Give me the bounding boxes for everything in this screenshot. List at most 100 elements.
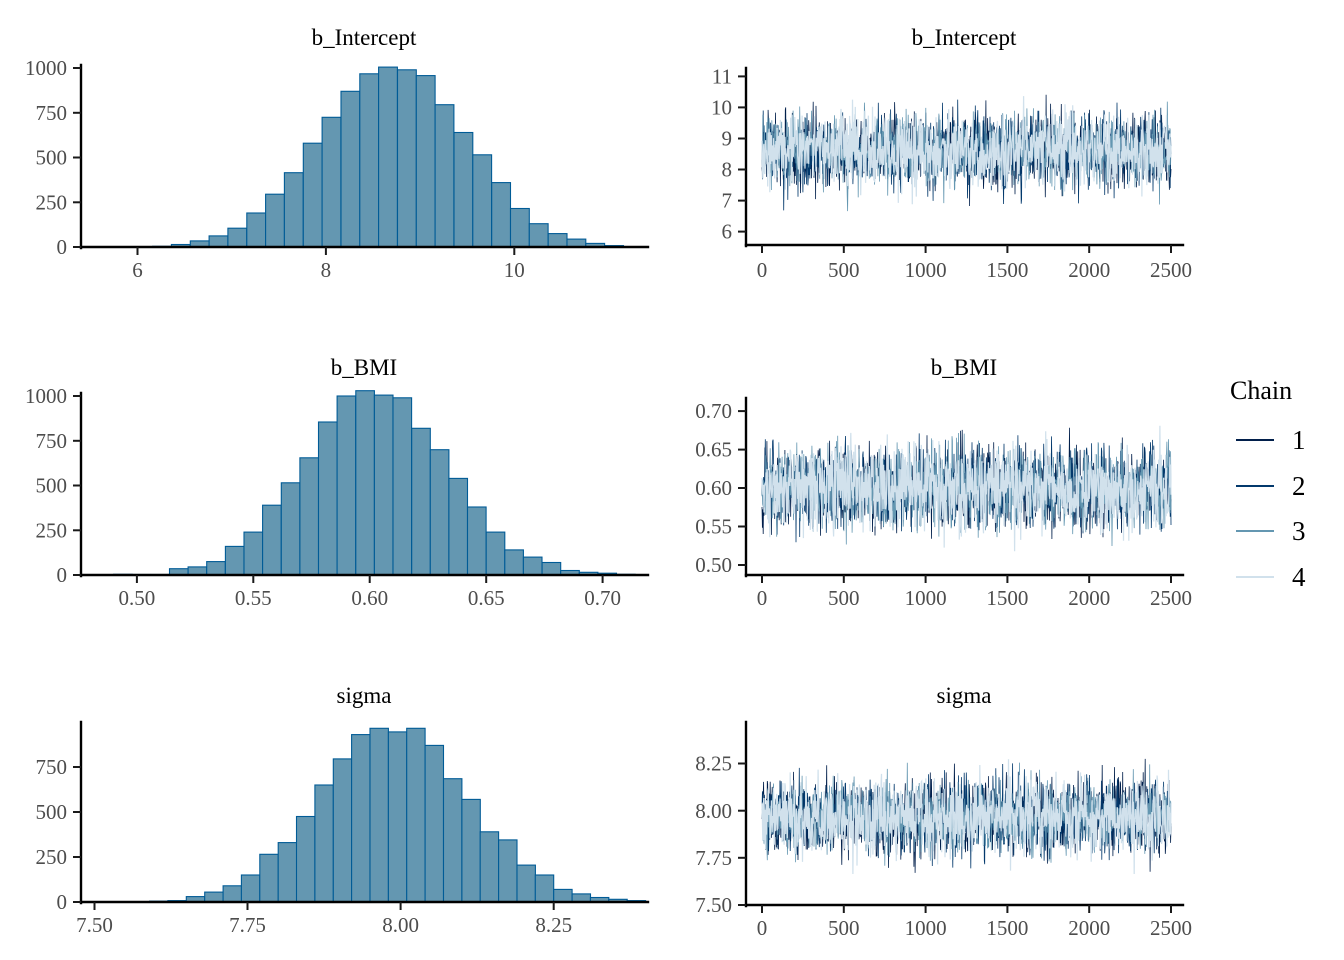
legend-item-chain-4: 4 [1236,562,1306,592]
histogram-bar [442,778,463,903]
histogram-bar [479,831,500,903]
y-tick-label: 1000 [25,384,67,408]
histogram-bar [206,561,226,576]
histogram-bar [317,421,338,576]
x-tick-label: 2500 [1150,586,1192,610]
y-tick-label: 8 [722,158,733,182]
histogram-bar [204,891,224,903]
histogram-bar [509,207,530,248]
histogram-bar [485,531,506,576]
histogram-plot-b-bmi: 0 250 500 750 1000 0.50 0.55 0.60 0.65 0.70 [25,384,650,610]
histogram-bar [295,815,316,903]
x-tick-label: 1000 [905,258,947,282]
x-tick-label: 0.60 [351,586,388,610]
panel-title-trace-sigma: sigma [937,683,992,708]
y-tick-label: 10 [711,96,732,120]
x-tick-label: 10 [504,258,525,282]
histogram-bar [448,477,469,576]
histogram-bar [547,233,568,248]
legend-item-chain-1: 1 [1236,425,1306,455]
trace-plot-b-bmi: 0.50 0.55 0.60 0.65 0.70 0 500 1000 1500 2000 2500 [695,396,1192,610]
x-tick-label: 1500 [986,586,1028,610]
x-tick-label: 0.55 [235,586,272,610]
x-tick-label: 0 [757,258,768,282]
histogram-bar [415,75,436,248]
y-tick-label: 750 [36,429,68,453]
x-tick-label: 2000 [1068,258,1110,282]
y-tick-label: 8.00 [695,799,732,823]
legend-item-chain-2: 2 [1236,471,1306,501]
x-tick-label: 6 [132,258,143,282]
histogram-bar [299,457,320,576]
y-tick-label: 0.70 [695,399,732,423]
x-tick-label: 0.70 [584,586,621,610]
panel-title-hist-b-intercept: b_Intercept [312,25,417,50]
histogram-bar [332,758,353,903]
histogram-bar [259,853,279,903]
histogram-bar [534,874,555,903]
legend-label-chain-3: 3 [1292,516,1306,546]
histogram-bar [429,449,450,576]
legend-item-chain-3: 3 [1236,516,1306,546]
histogram-bar [369,727,389,903]
x-tick-label: 1500 [986,916,1028,940]
histogram-bar [378,66,398,248]
panel-trace-b-intercept: b_Intercept 6 7 8 9 10 11 0 500 1000 1500 2000 2500 [711,25,1192,282]
histogram-bar [396,69,417,248]
histogram-bar [283,172,304,248]
histogram-plot-sigma: 0 250 500 750 7.50 7.75 8.00 8.25 [36,720,650,937]
y-tick-label: 250 [36,518,68,542]
legend-label-chain-2: 2 [1292,471,1306,501]
x-tick-label: 2000 [1068,916,1110,940]
y-tick-label: 8.25 [695,752,732,776]
histogram-bar [522,556,543,576]
histogram-bar [187,566,208,576]
y-tick-label: 1000 [25,56,67,80]
y-tick-label: 250 [36,845,68,869]
y-tick-label: 0.50 [695,553,732,577]
histogram-bar [355,390,375,576]
legend-title: Chain [1230,376,1292,405]
y-tick-label: 500 [36,800,68,824]
x-tick-label: 500 [828,258,860,282]
histogram-bar [336,395,357,576]
histogram-bar [553,888,573,903]
x-tick-label: 1000 [905,586,947,610]
x-tick-label: 0.65 [468,586,505,610]
histogram-bar [314,784,334,903]
histogram-bar [453,131,474,248]
trace-line-chain-4 [761,425,1172,552]
y-tick-label: 250 [36,190,68,214]
panel-trace-sigma: sigma 7.50 7.75 8.00 8.25 0 500 1000 1500 2000 25… [695,683,1192,940]
histogram-bar [516,864,536,903]
histogram-bar [246,212,267,248]
y-tick-label: 0.55 [695,515,732,539]
x-tick-label: 1500 [986,258,1028,282]
histogram-bar [528,223,549,248]
panel-trace-b-bmi: b_BMI 0.50 0.55 0.60 0.65 0.70 0 500 1000 1500 20… [695,355,1192,610]
y-tick-label: 0.60 [695,476,732,500]
y-tick-label: 7.50 [695,893,732,917]
y-tick-label: 500 [36,474,68,498]
y-tick-label: 0 [57,890,68,914]
y-tick-label: 0 [57,235,68,259]
trace-line-chain-4 [761,96,1172,205]
panel-histogram-b-bmi: b_BMI 0 250 500 750 1000 0.50 0.55 0.60 0.65 0.70 [25,355,650,610]
histogram-bar [340,90,361,248]
panel-title-trace-b-bmi: b_BMI [931,355,997,380]
histogram-bar [392,397,413,576]
histogram-bar [541,561,562,576]
trace-plot-sigma: 7.50 7.75 8.00 8.25 0 500 1000 1500 2000 2500 [695,720,1192,940]
x-tick-label: 8.25 [535,913,572,937]
histogram-bar [222,885,243,903]
histogram-bar [265,193,285,248]
y-tick-label: 750 [36,101,68,125]
panel-title-trace-b-intercept: b_Intercept [912,25,1017,50]
x-tick-label: 7.75 [229,913,266,937]
x-tick-label: 0 [757,916,768,940]
y-tick-label: 6 [722,220,733,244]
histogram-bar [321,116,342,248]
histogram-bar [411,427,431,576]
trace-plot-b-intercept: 6 7 8 9 10 11 0 500 1000 1500 2000 2500 [711,65,1192,282]
